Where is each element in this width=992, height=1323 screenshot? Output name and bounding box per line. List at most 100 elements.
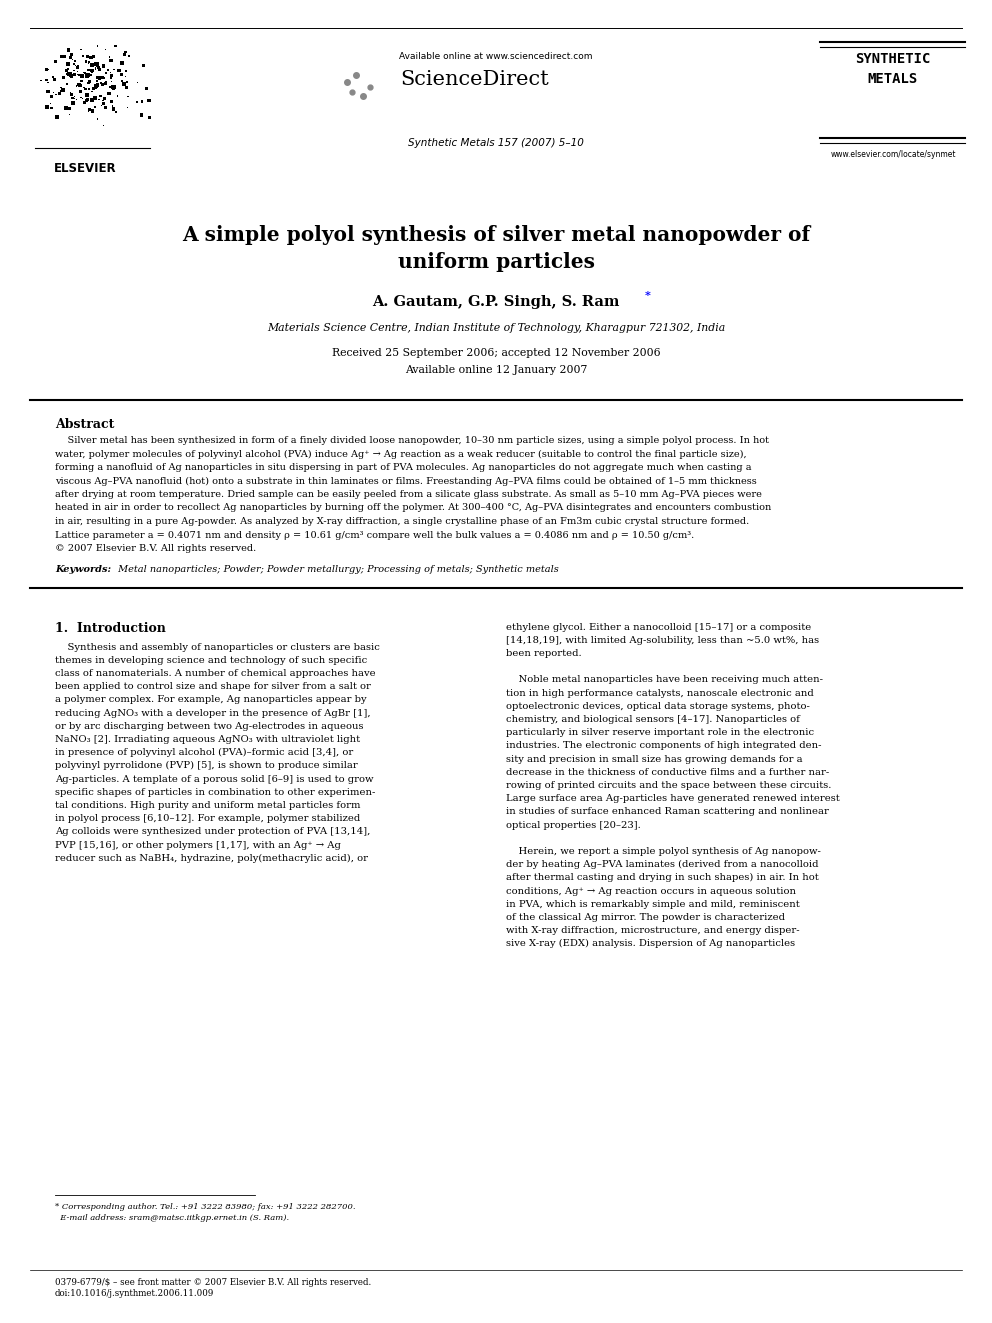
Bar [87, 69, 89, 71]
Bar [74, 65, 76, 66]
Bar [89, 98, 93, 102]
Bar [73, 73, 76, 77]
Text: tal conditions. High purity and uniform metal particles form: tal conditions. High purity and uniform … [55, 800, 360, 810]
Bar [104, 82, 107, 85]
Bar [77, 82, 80, 86]
Bar [90, 69, 93, 71]
Bar [35, 45, 150, 149]
Text: ethylene glycol. Either a nanocolloid [15–17] or a composite: ethylene glycol. Either a nanocolloid [1… [506, 623, 811, 631]
Text: rowing of printed circuits and the space between these circuits.: rowing of printed circuits and the space… [506, 781, 831, 790]
Bar [112, 87, 115, 90]
Bar [142, 64, 145, 66]
Bar [108, 93, 110, 94]
Bar [105, 73, 107, 74]
Bar [94, 62, 98, 66]
Bar [93, 97, 96, 101]
Bar [67, 67, 69, 70]
Bar [121, 81, 123, 82]
Text: after drying at room temperature. Dried sample can be easily peeled from a silic: after drying at room temperature. Dried … [55, 490, 762, 499]
Text: been applied to control size and shape for silver from a salt or: been applied to control size and shape f… [55, 683, 371, 691]
Text: Available online at www.sciencedirect.com: Available online at www.sciencedirect.co… [399, 52, 593, 61]
Bar [107, 69, 109, 71]
Bar [103, 77, 105, 79]
Bar [98, 67, 101, 70]
Bar [68, 107, 70, 110]
Bar [98, 99, 99, 101]
Bar [93, 95, 97, 99]
Text: Herein, we report a simple polyol synthesis of Ag nanopow-: Herein, we report a simple polyol synthe… [506, 847, 820, 856]
Bar [65, 73, 68, 75]
Bar [73, 64, 74, 65]
Bar [53, 78, 56, 81]
Bar [148, 116, 151, 119]
Bar [113, 69, 115, 70]
Text: [14,18,19], with limited Ag-solubility, less than ~5.0 wt%, has: [14,18,19], with limited Ag-solubility, … [506, 635, 819, 644]
Bar [73, 60, 76, 62]
Bar [62, 87, 65, 91]
Text: reducing AgNO₃ with a developer in the presence of AgBr [1],: reducing AgNO₃ with a developer in the p… [55, 709, 371, 717]
Bar [96, 118, 98, 119]
Bar [61, 54, 63, 58]
Text: Lattice parameter a = 0.4071 nm and density ρ = 10.61 g/cm³ compare well the bul: Lattice parameter a = 0.4071 nm and dens… [55, 531, 694, 540]
Bar [86, 73, 89, 77]
Bar [46, 105, 49, 108]
Text: in studies of surface enhanced Raman scattering and nonlinear: in studies of surface enhanced Raman sca… [506, 807, 829, 816]
Bar [64, 69, 67, 71]
Bar [122, 82, 126, 86]
Bar [96, 75, 100, 79]
Bar [114, 45, 117, 46]
Bar [62, 77, 64, 79]
Text: class of nanomaterials. A number of chemical approaches have: class of nanomaterials. A number of chem… [55, 669, 376, 677]
Bar [73, 70, 75, 71]
Text: heated in air in order to recollect Ag nanoparticles by burning off the polymer.: heated in air in order to recollect Ag n… [55, 504, 771, 512]
Bar [104, 106, 107, 110]
Bar [69, 56, 72, 60]
Bar [84, 73, 85, 74]
Text: www.elsevier.com/locate/synmet: www.elsevier.com/locate/synmet [830, 149, 955, 159]
Bar [68, 74, 71, 77]
Text: 0379-6779/$ – see front matter © 2007 Elsevier B.V. All rights reserved.: 0379-6779/$ – see front matter © 2007 El… [55, 1278, 371, 1287]
Bar [108, 56, 110, 58]
Bar [87, 82, 89, 85]
Bar [110, 74, 113, 77]
Bar [92, 54, 95, 58]
Bar [45, 67, 48, 70]
Bar [93, 106, 96, 108]
Bar [86, 98, 89, 101]
Bar [95, 83, 99, 87]
Bar [66, 48, 70, 52]
Text: in polyol process [6,10–12]. For example, polymer stabilized: in polyol process [6,10–12]. For example… [55, 814, 360, 823]
Bar [55, 115, 59, 119]
Bar [111, 85, 114, 89]
Bar [77, 65, 79, 67]
Bar [71, 102, 75, 106]
Bar [145, 87, 148, 90]
Bar [59, 93, 62, 95]
Bar [40, 79, 42, 82]
Bar [88, 79, 91, 83]
Bar [94, 86, 97, 89]
Text: der by heating Ag–PVA laminates (derived from a nanocolloid: der by heating Ag–PVA laminates (derived… [506, 860, 818, 869]
Bar [102, 65, 105, 67]
Bar [77, 83, 81, 87]
Bar [141, 101, 143, 103]
Text: Synthesis and assembly of nanoparticles or clusters are basic: Synthesis and assembly of nanoparticles … [55, 643, 380, 651]
Bar [82, 101, 86, 105]
Bar [73, 98, 74, 99]
Text: viscous Ag–PVA nanofluid (hot) onto a substrate in thin laminates or films. Free: viscous Ag–PVA nanofluid (hot) onto a su… [55, 476, 757, 486]
Text: Received 25 September 2006; accepted 12 November 2006: Received 25 September 2006; accepted 12 … [331, 348, 661, 359]
Bar [94, 85, 98, 89]
Bar [98, 77, 101, 81]
Bar [88, 89, 90, 90]
Bar [76, 66, 78, 69]
Text: water, polymer molecules of polyvinyl alcohol (PVA) induce Ag⁺ → Ag reaction as : water, polymer molecules of polyvinyl al… [55, 450, 747, 459]
Text: sity and precision in small size has growing demands for a: sity and precision in small size has gro… [506, 754, 803, 763]
Bar [112, 85, 116, 89]
Bar [51, 107, 53, 110]
Bar [69, 93, 71, 94]
Bar [70, 93, 73, 95]
Bar [66, 83, 68, 85]
Bar [81, 54, 84, 57]
Bar [90, 62, 94, 66]
Text: reducer such as NaBH₄, hydrazine, poly(methacrylic acid), or: reducer such as NaBH₄, hydrazine, poly(m… [55, 853, 368, 863]
